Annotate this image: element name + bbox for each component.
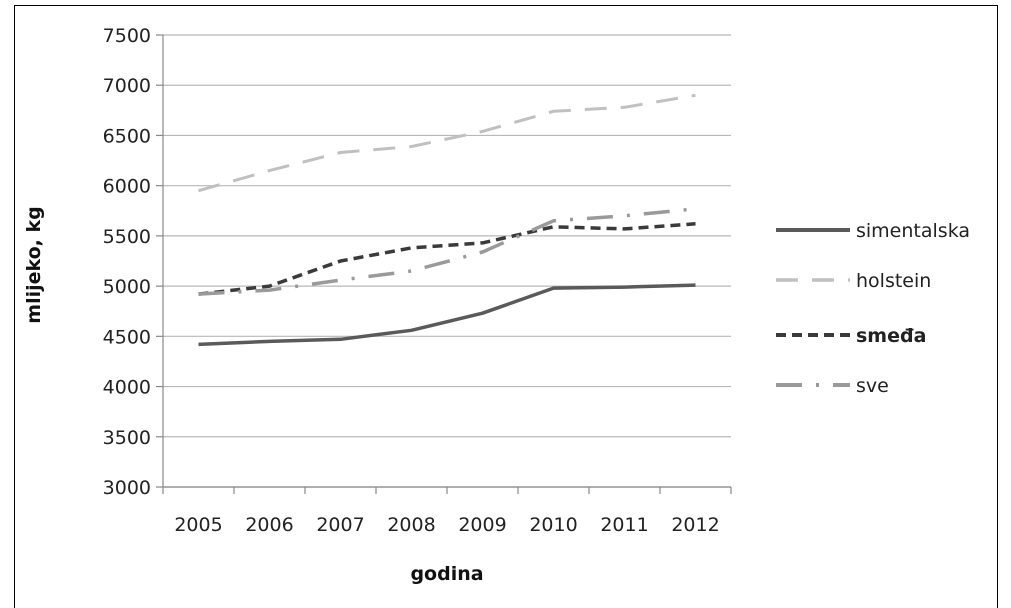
y-tick-label: 6500	[103, 125, 151, 147]
y-tick-label: 6000	[103, 176, 151, 198]
x-tick-labels: 2005 2006 2007 2008 2009 2010 2011 2012	[174, 514, 719, 536]
x-tick-label: 2007	[316, 514, 364, 536]
series-line-smeđa	[198, 222, 696, 296]
series-line-simentalska	[198, 283, 696, 347]
x-axis-title: godina	[410, 563, 483, 585]
legend-label: smeđa	[856, 325, 926, 347]
x-tick-label: 2008	[387, 514, 435, 536]
legend: simentalska holstein smeđa sve	[776, 220, 970, 397]
series-line-holstein	[198, 93, 696, 193]
chart-frame	[14, 5, 998, 608]
y-tick-label: 4000	[103, 377, 151, 399]
y-tick-label: 3000	[103, 477, 151, 499]
y-axis-title: mlijeko, kg	[23, 206, 45, 323]
x-tick-label: 2005	[174, 514, 222, 536]
series-line-sve	[198, 207, 696, 296]
legend-label: simentalska	[856, 220, 970, 242]
y-tick-label: 4500	[103, 326, 151, 348]
axes	[162, 35, 732, 494]
y-tick-labels: 3000 3500 4000 4500 5000 5500 6000 6500 7000 7500	[103, 25, 151, 499]
y-tick-label: 3500	[103, 427, 151, 449]
legend-label: holstein	[856, 270, 931, 292]
x-tick-label: 2012	[671, 514, 719, 536]
legend-label: sve	[856, 375, 889, 397]
x-tick-label: 2011	[600, 514, 648, 536]
x-tick-label: 2010	[529, 514, 577, 536]
y-tick-label: 7500	[103, 25, 151, 47]
x-tick-label: 2006	[245, 514, 293, 536]
y-tick-label: 7000	[103, 75, 151, 97]
y-tick-label: 5500	[103, 226, 151, 248]
x-tick-label: 2009	[458, 514, 506, 536]
series-lines	[198, 93, 696, 347]
y-tick-label: 5000	[103, 276, 151, 298]
